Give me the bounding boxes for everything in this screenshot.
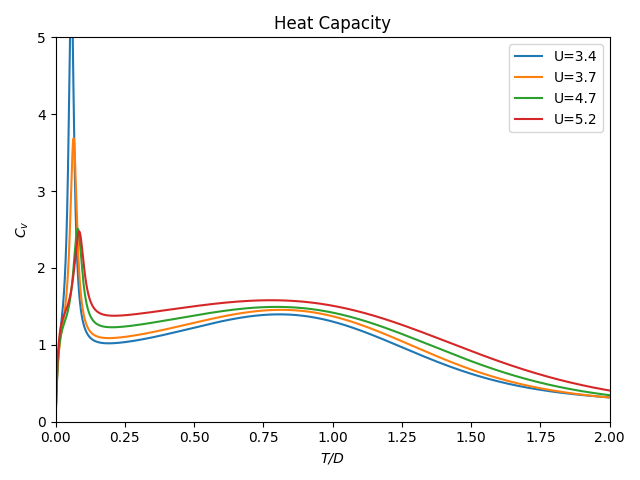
U=3.7 (606, 395, 614, 400)
U=3.7 (70, 135, 77, 141)
U=4.7 (80, 281, 88, 287)
U=4.7 (463, 357, 470, 362)
U=4.7 (404, 334, 412, 339)
U=4.7 (52, 413, 60, 419)
U=4.7 (253, 305, 260, 311)
Line: U=3.4: U=3.4 (56, 0, 610, 417)
Line: U=5.2: U=5.2 (56, 231, 610, 416)
Line: U=3.7: U=3.7 (56, 138, 610, 417)
Title: Heat Capacity: Heat Capacity (274, 15, 391, 33)
U=5.2 (404, 324, 412, 330)
U=3.7 (80, 311, 88, 317)
U=5.2 (492, 357, 500, 363)
U=3.4 (492, 378, 500, 384)
X-axis label: T/D: T/D (321, 451, 344, 465)
U=5.2 (463, 347, 470, 352)
U=3.4 (606, 395, 614, 400)
U=3.4 (52, 414, 60, 420)
U=3.4 (463, 370, 470, 375)
U=4.7 (74, 226, 81, 232)
U=5.2 (52, 413, 60, 419)
U=3.7 (463, 365, 470, 371)
U=3.7 (253, 308, 260, 314)
U=3.4 (380, 336, 387, 342)
Line: U=4.7: U=4.7 (56, 229, 610, 416)
Legend: U=3.4, U=3.7, U=4.7, U=5.2: U=3.4, U=3.7, U=4.7, U=5.2 (509, 44, 603, 132)
U=3.7 (492, 375, 500, 381)
U=3.4 (404, 347, 412, 353)
U=4.7 (606, 392, 614, 398)
U=3.4 (80, 322, 88, 327)
Y-axis label: $C_v$: $C_v$ (15, 221, 31, 238)
U=4.7 (492, 367, 500, 373)
U=5.2 (253, 298, 260, 303)
U=5.2 (76, 228, 83, 234)
U=3.4 (253, 312, 260, 318)
U=5.2 (80, 260, 88, 266)
U=5.2 (380, 316, 387, 322)
U=3.7 (380, 331, 387, 336)
U=3.7 (52, 414, 60, 420)
U=4.7 (380, 324, 387, 330)
U=5.2 (606, 388, 614, 394)
U=3.7 (404, 341, 412, 347)
